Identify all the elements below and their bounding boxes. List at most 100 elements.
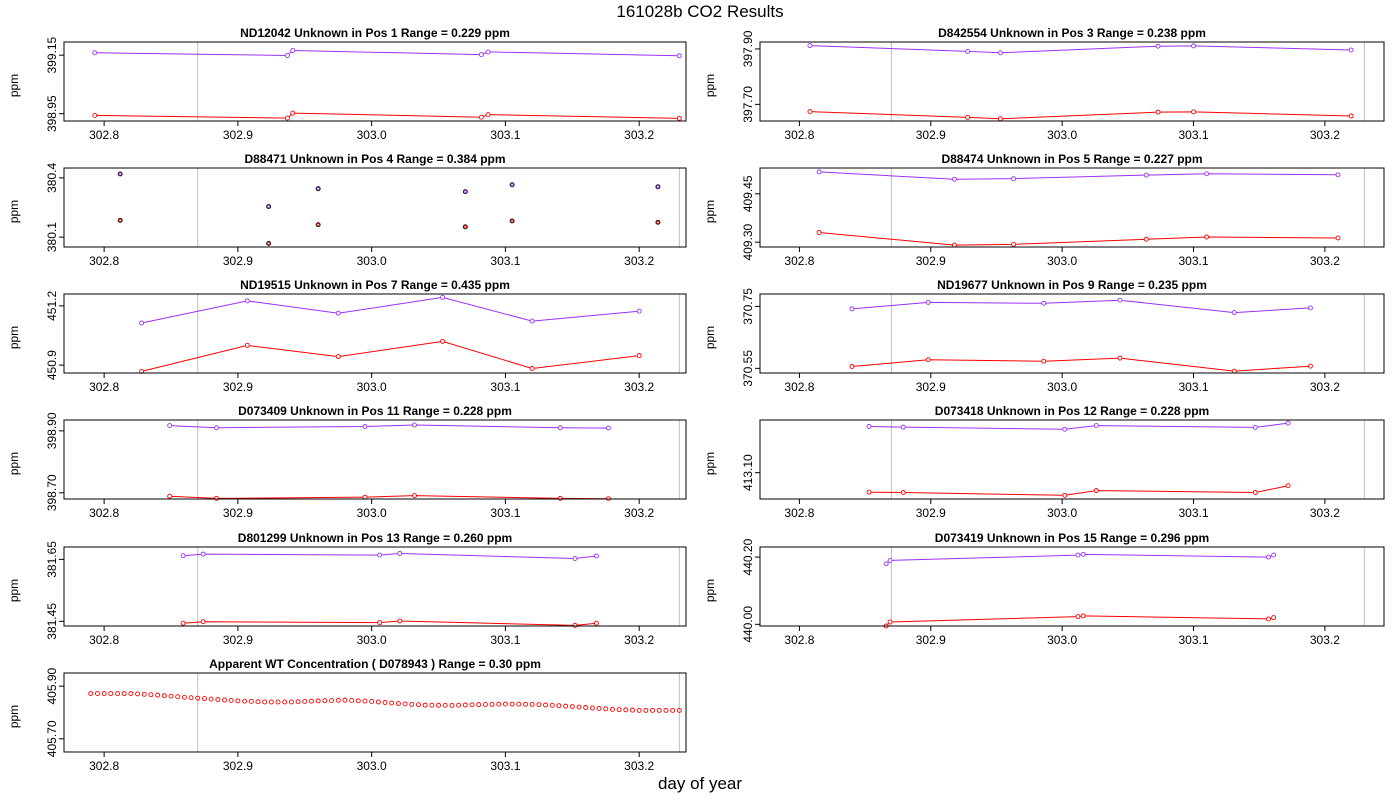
- data-point: [469, 702, 475, 708]
- data-point: [529, 318, 535, 324]
- data-point: [389, 700, 395, 706]
- data-point: [195, 695, 201, 701]
- data-point: [449, 702, 455, 708]
- y-axis-label: ppm: [7, 705, 21, 728]
- x-tick-label: 302.9: [223, 759, 253, 773]
- data-point: [284, 115, 290, 121]
- data-point: [355, 698, 361, 704]
- x-tick-label: 302.9: [223, 633, 253, 647]
- data-point: [242, 698, 248, 704]
- data-point: [557, 495, 563, 501]
- x-tick-label: 302.9: [916, 254, 946, 268]
- data-point: [816, 230, 822, 235]
- panel-pos13: D801299 Unknown in Pos 13 Range = 0.260 …: [7, 531, 687, 647]
- x-tick-label: 303.1: [490, 506, 520, 520]
- x-tick-label: 302.9: [223, 380, 253, 394]
- plot-frame: [759, 546, 1385, 627]
- plot-frame: [63, 167, 687, 248]
- data-point: [208, 696, 214, 702]
- data-point: [583, 705, 589, 710]
- data-point: [335, 310, 341, 316]
- data-point-inner: [510, 219, 514, 223]
- data-point: [536, 702, 542, 708]
- data-point: [295, 699, 301, 705]
- data-point: [275, 699, 281, 705]
- x-tick-label: 302.8: [784, 506, 814, 520]
- x-axis-label: day of year: [657, 774, 743, 793]
- data-point: [412, 422, 417, 428]
- data-point: [1011, 241, 1016, 247]
- plot-frame: [63, 672, 687, 753]
- x-tick-label: 303.2: [624, 128, 654, 142]
- data-point: [141, 691, 147, 697]
- data-point: [623, 707, 629, 713]
- plot-frame: [759, 167, 1385, 248]
- data-point: [175, 694, 181, 700]
- data-point: [636, 353, 642, 359]
- data-point: [284, 53, 290, 58]
- data-point: [92, 112, 98, 118]
- y-tick-label: 451.2: [45, 291, 59, 321]
- data-point: [1285, 420, 1291, 426]
- series-line-upper: [182, 552, 597, 560]
- data-point: [115, 691, 120, 696]
- series-line-lower: [141, 340, 640, 372]
- data-point: [108, 691, 114, 696]
- data-point: [88, 691, 94, 696]
- data-point: [549, 702, 555, 708]
- data-point: [849, 306, 855, 312]
- x-tick-label: 303.0: [357, 380, 387, 394]
- data-point: [655, 184, 661, 190]
- data-point: [342, 697, 348, 703]
- panel-title: D801299 Unknown in Pos 13 Range = 0.260 …: [238, 531, 512, 545]
- y-tick-label: 381.45: [45, 603, 59, 640]
- data-point: [335, 697, 341, 703]
- panel-pos3: D842554 Unknown in Pos 3 Range = 0.238 p…: [703, 26, 1385, 142]
- data-point: [422, 702, 428, 708]
- data-point: [1204, 234, 1210, 240]
- data-point: [315, 186, 321, 192]
- data-point: [200, 619, 206, 625]
- data-point: [502, 701, 508, 707]
- data-point: [462, 189, 468, 195]
- y-tick-label: 450.9: [45, 350, 59, 380]
- data-point: [262, 699, 268, 705]
- data-point: [335, 354, 341, 360]
- panel-pos1: ND12042 Unknown in Pos 1 Range = 0.229 p…: [7, 26, 687, 142]
- data-point: [148, 692, 154, 698]
- x-tick-label: 302.8: [784, 633, 814, 647]
- data-point: [900, 490, 906, 495]
- data-point: [266, 240, 272, 246]
- data-point: [215, 697, 221, 702]
- data-point: [167, 423, 173, 429]
- data-point: [117, 217, 123, 223]
- x-tick-label: 303.0: [357, 128, 387, 142]
- data-point: [485, 49, 491, 55]
- data-point: [887, 619, 893, 625]
- data-point: [1348, 47, 1354, 53]
- series-line-upper: [851, 299, 1311, 314]
- data-point: [1191, 109, 1196, 115]
- data-point: [485, 112, 491, 118]
- series-line-lower: [182, 620, 597, 626]
- data-point: [476, 702, 482, 708]
- series-line-lower: [169, 495, 609, 500]
- series-line-lower: [94, 112, 680, 119]
- x-tick-label: 303.2: [624, 759, 654, 773]
- data-point: [362, 424, 368, 429]
- data-point: [1307, 363, 1313, 369]
- x-tick-label: 303.0: [357, 506, 387, 520]
- data-point: [402, 701, 408, 707]
- data-point: [1271, 552, 1277, 558]
- data-point: [1191, 43, 1196, 49]
- series-line-upper: [868, 422, 1289, 430]
- data-point: [1252, 424, 1258, 430]
- x-tick-label: 303.1: [1179, 380, 1209, 394]
- plot-frame: [63, 546, 687, 627]
- data-point: [329, 698, 334, 703]
- data-point: [290, 48, 296, 53]
- data-point: [655, 219, 661, 225]
- y-tick-label: 399.15: [45, 36, 59, 73]
- y-tick-label: 397.70: [741, 86, 755, 123]
- x-tick-label: 302.8: [784, 254, 814, 268]
